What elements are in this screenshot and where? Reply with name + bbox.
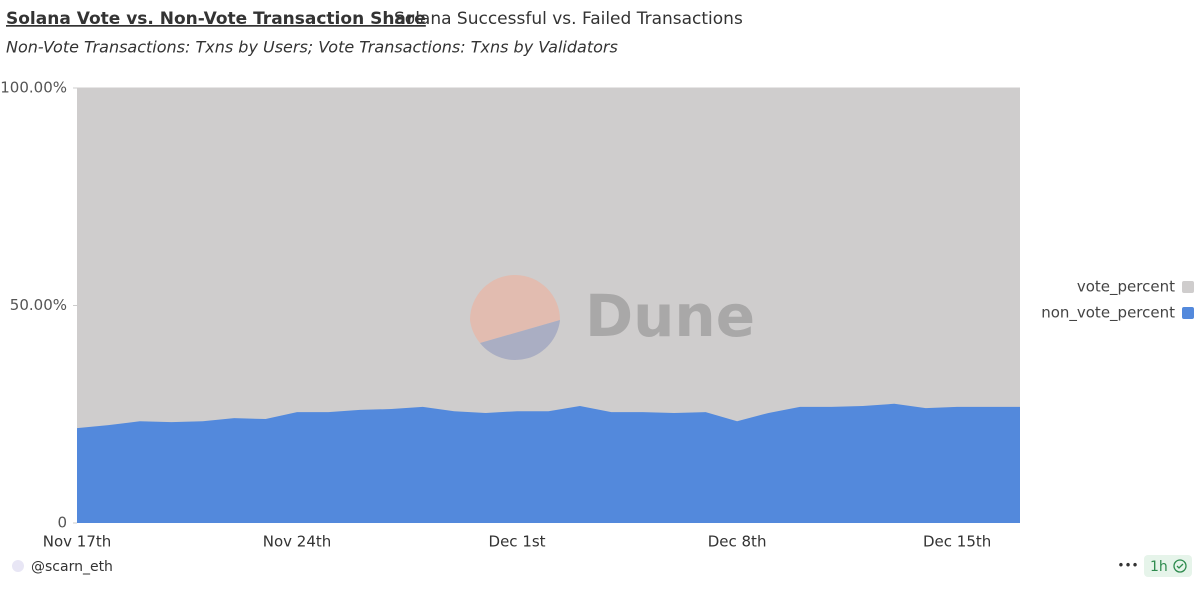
area-fill xyxy=(77,403,1020,523)
refresh-check xyxy=(1176,563,1184,569)
x-tick-label: Dec 15th xyxy=(923,533,991,551)
refresh-icon xyxy=(1173,559,1187,573)
area-fill xyxy=(77,88,1020,429)
x-tick-label: Nov 24th xyxy=(263,533,332,551)
legend-label: vote_percent xyxy=(1077,278,1175,297)
y-tick-label: 0 xyxy=(57,514,67,532)
legend-swatch xyxy=(1182,307,1194,319)
watermark: Dune xyxy=(585,282,755,350)
y-tick-label: 100.00% xyxy=(0,79,67,97)
author[interactable]: @scarn_eth xyxy=(31,559,113,575)
x-tick-label: Dec 8th xyxy=(708,533,767,551)
menu[interactable]: ••• xyxy=(1117,559,1138,573)
chart-subtitle: Non-Vote Transactions: Txns by Users; Vo… xyxy=(6,38,618,57)
legend-label: non_vote_percent xyxy=(1041,304,1175,323)
tab[interactable]: Solana Successful vs. Failed Transaction… xyxy=(394,9,743,29)
watermark-logo xyxy=(470,275,560,343)
x-tick-label: Dec 1st xyxy=(489,533,546,551)
refresh-label: 1h xyxy=(1150,559,1168,575)
legend-swatch xyxy=(1182,281,1194,293)
watermark-logo xyxy=(480,320,560,361)
avatar xyxy=(12,560,24,572)
tab-active[interactable]: Solana Vote vs. Non-Vote Transaction Sha… xyxy=(6,9,426,29)
y-tick-label: 50.00% xyxy=(10,296,67,314)
x-tick-label: Nov 17th xyxy=(43,533,112,551)
